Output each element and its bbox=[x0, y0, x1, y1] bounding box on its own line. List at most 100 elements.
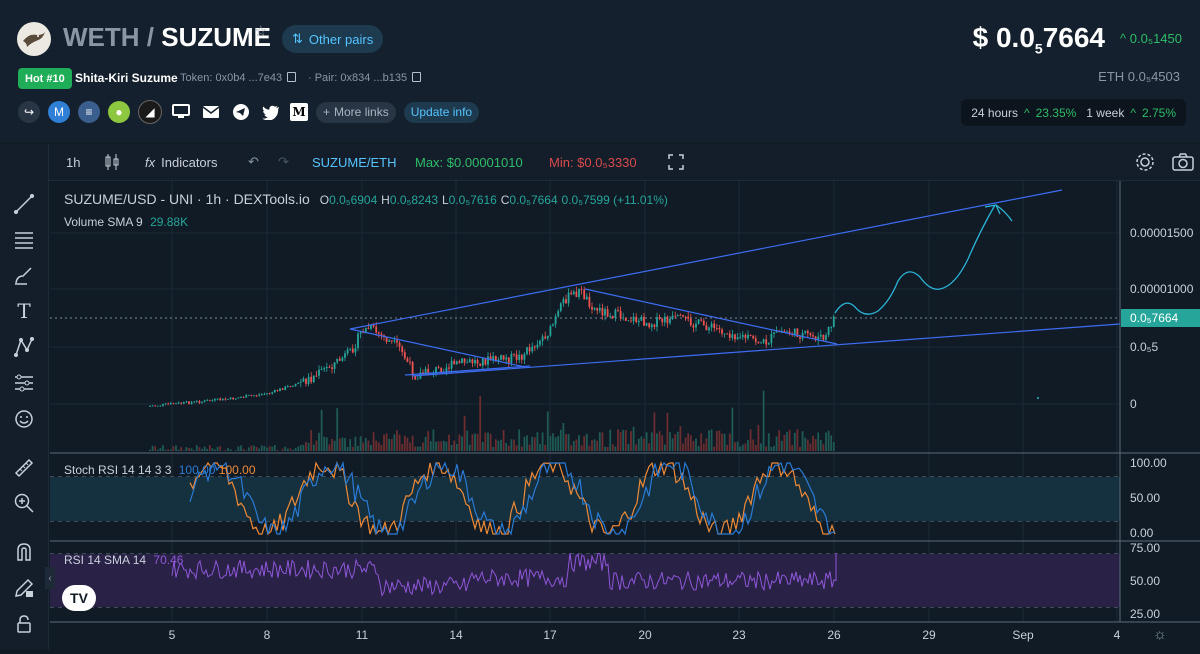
medium-icon[interactable]: M bbox=[290, 103, 308, 121]
token-address[interactable]: Token: 0x0b4 ...7e43 bbox=[180, 72, 296, 84]
candle-body bbox=[399, 343, 401, 347]
volume-bar bbox=[217, 447, 219, 451]
candle-body bbox=[388, 340, 390, 341]
email-icon[interactable] bbox=[200, 101, 222, 123]
volume-bar bbox=[204, 447, 206, 451]
volume-bar bbox=[292, 450, 294, 451]
volume-bar bbox=[149, 450, 151, 451]
text-tool-icon[interactable]: T bbox=[12, 299, 36, 323]
emoji-icon[interactable] bbox=[12, 407, 36, 431]
candle-body bbox=[321, 369, 323, 370]
candle-body bbox=[240, 397, 242, 398]
etherscan-icon[interactable]: ≡ bbox=[78, 101, 100, 123]
volume-bar bbox=[578, 435, 580, 451]
pattern-icon[interactable] bbox=[12, 335, 36, 359]
horizontal-lines-icon[interactable] bbox=[12, 227, 36, 251]
volume-bar bbox=[196, 445, 198, 451]
candle-body bbox=[513, 354, 515, 355]
magnet-icon[interactable] bbox=[12, 540, 36, 564]
other-pairs-button[interactable]: ⇅ Other pairs bbox=[282, 25, 383, 53]
interval-button[interactable]: 1h bbox=[66, 144, 80, 180]
more-links-button[interactable]: + More links bbox=[316, 102, 396, 123]
candle-body bbox=[391, 340, 393, 341]
volume-bar bbox=[336, 408, 338, 451]
candle-body bbox=[331, 367, 333, 368]
volume-bar bbox=[464, 416, 466, 451]
pair-toggle[interactable]: SUZUME/ETH bbox=[312, 144, 397, 180]
candle-type-icon[interactable] bbox=[103, 144, 121, 180]
collapse-toolbar-icon[interactable]: ‹ bbox=[45, 567, 55, 589]
ohlc-low: L0.0₅7616 bbox=[442, 193, 497, 207]
candle-body bbox=[282, 389, 284, 390]
redo-icon[interactable]: ↷ bbox=[278, 144, 289, 180]
volume-bar bbox=[440, 441, 442, 451]
copy-icon[interactable] bbox=[412, 72, 421, 82]
candle-body bbox=[700, 319, 702, 320]
candle-body bbox=[625, 318, 627, 321]
pair-address[interactable]: · Pair: 0x834 ...b135 bbox=[308, 72, 421, 84]
volume-bar bbox=[581, 445, 583, 451]
tradingview-logo[interactable]: TV bbox=[62, 585, 96, 611]
volume-bar bbox=[646, 432, 648, 451]
axis-settings-gear-icon[interactable]: ☼ bbox=[1153, 626, 1167, 643]
favorite-star-icon[interactable]: ☆ bbox=[254, 22, 267, 40]
coinmarketcap-icon[interactable]: M bbox=[48, 101, 70, 123]
candle-body bbox=[786, 332, 788, 333]
indicators-button[interactable]: fx Indicators bbox=[145, 144, 218, 180]
volume-bar bbox=[453, 441, 455, 451]
volume-bar bbox=[329, 444, 331, 451]
twitter-icon[interactable] bbox=[260, 101, 282, 123]
hot-badge[interactable]: Hot #10 bbox=[18, 68, 72, 89]
candle-body bbox=[222, 399, 224, 401]
volume-bar bbox=[381, 445, 383, 451]
settings-gear-icon[interactable] bbox=[1134, 144, 1156, 180]
candle-body bbox=[547, 336, 549, 339]
share-icon[interactable]: ↪ bbox=[18, 101, 40, 123]
volume-bar bbox=[303, 445, 305, 451]
candle-body bbox=[266, 393, 268, 394]
volume-bar bbox=[417, 447, 419, 451]
volume-bar bbox=[282, 449, 284, 451]
undo-icon[interactable]: ↶ bbox=[248, 144, 259, 180]
candle-body bbox=[178, 403, 180, 404]
update-info-button[interactable]: Update info bbox=[404, 102, 479, 123]
marker-dot bbox=[1037, 397, 1039, 399]
camera-icon[interactable] bbox=[1172, 144, 1194, 180]
volume-bar bbox=[227, 448, 229, 451]
telegram-icon[interactable] bbox=[230, 101, 252, 123]
volume-bar bbox=[469, 445, 471, 451]
copy-icon[interactable] bbox=[287, 72, 296, 82]
trend-line-icon[interactable] bbox=[12, 192, 36, 216]
ruler-icon[interactable] bbox=[12, 456, 36, 480]
zoom-in-icon[interactable] bbox=[12, 491, 36, 515]
volume-bar bbox=[737, 442, 739, 451]
lock-icon[interactable] bbox=[12, 612, 36, 636]
candle-body bbox=[620, 311, 622, 318]
volume-bar bbox=[708, 430, 710, 451]
fib-tool-icon[interactable] bbox=[12, 371, 36, 395]
dexscreener-icon[interactable]: ◢ bbox=[138, 100, 162, 124]
candle-body bbox=[407, 358, 409, 361]
candle-body bbox=[292, 386, 294, 387]
volume-bar bbox=[526, 435, 528, 451]
volume-bar bbox=[703, 444, 705, 451]
candle-body bbox=[773, 333, 775, 334]
coingecko-icon[interactable]: ● bbox=[108, 101, 130, 123]
candle-body bbox=[563, 299, 565, 303]
candle-body bbox=[396, 340, 398, 342]
candle-body bbox=[258, 394, 260, 395]
candle-body bbox=[261, 394, 263, 395]
volume-bar bbox=[724, 434, 726, 451]
candle-body bbox=[347, 350, 349, 354]
candle-body bbox=[807, 331, 809, 333]
candle-body bbox=[508, 357, 510, 362]
fullscreen-icon[interactable] bbox=[667, 144, 685, 180]
volume-bar bbox=[365, 438, 367, 451]
pencil-lock-icon[interactable] bbox=[12, 576, 36, 600]
brush-icon[interactable] bbox=[12, 263, 36, 287]
volume-bar bbox=[490, 434, 492, 451]
website-icon[interactable] bbox=[170, 101, 192, 123]
candle-body bbox=[500, 355, 502, 360]
